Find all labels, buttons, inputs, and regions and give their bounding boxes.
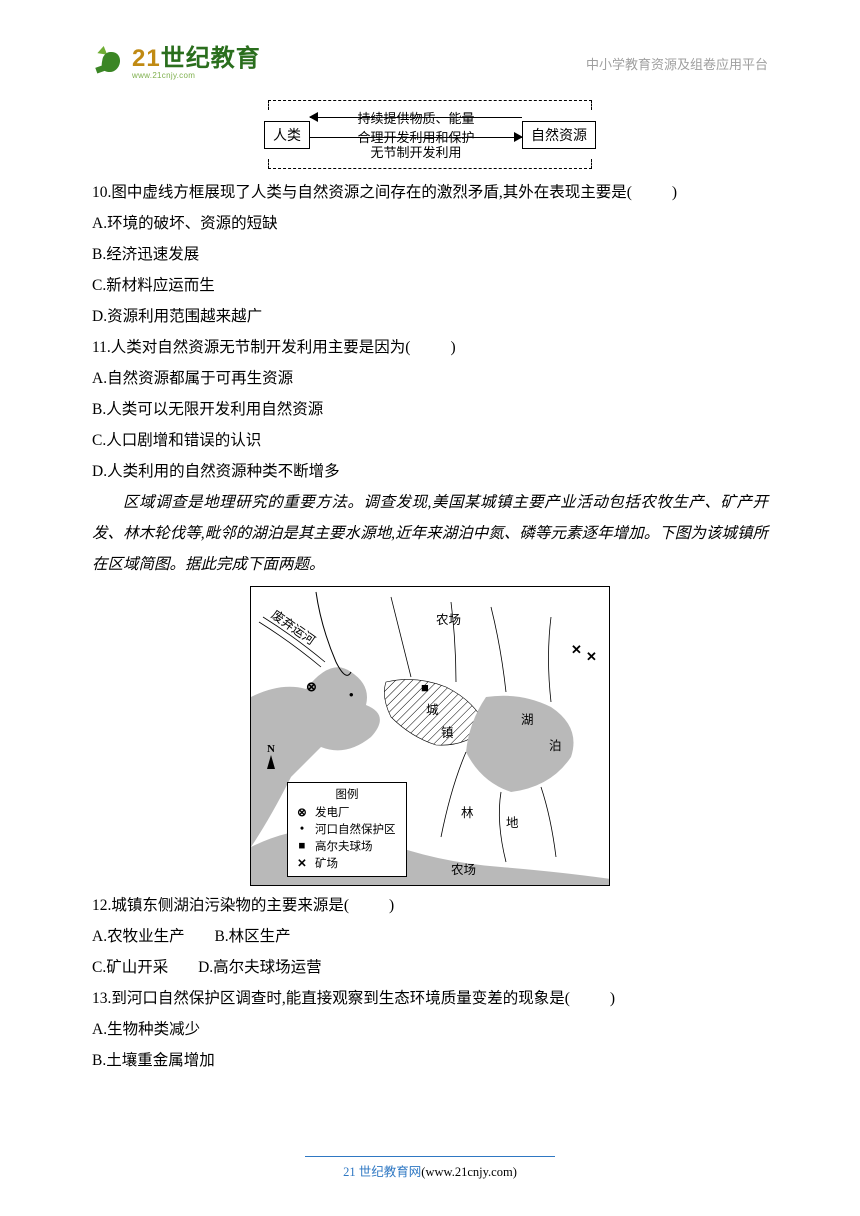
map-label-lake-1: 湖: [521, 709, 534, 728]
page-header: 21世纪教育 www.21cnjy.com 中小学教育资源及组卷应用平台: [92, 46, 768, 80]
map-sym-mine-1: ✕: [571, 642, 582, 658]
map-label-town-1: 城: [426, 699, 439, 718]
logo-cn-2: 教育: [211, 45, 261, 72]
q10-option-d: D.资源利用范围越来越广: [92, 301, 768, 332]
q11-option-c: C.人口剧增和错误的认识: [92, 425, 768, 456]
q11-option-b: B.人类可以无限开发利用自然资源: [92, 394, 768, 425]
logo-runner-icon: [92, 46, 128, 80]
q12-option-a: A.农牧业生产: [92, 928, 185, 945]
q13-option-b: B.土壤重金属增加: [92, 1045, 768, 1076]
map-sym-golf: ■: [421, 680, 429, 696]
map-sym-plant: ⊗: [306, 679, 317, 695]
question-12-stem: 12.城镇东侧湖泊污染物的主要来源是(): [92, 890, 768, 921]
diagram-label-bot: 无节制开发利用: [370, 142, 461, 161]
question-11-stem: 11.人类对自然资源无节制开发利用主要是因为(): [92, 332, 768, 363]
resource-diagram: 人类 持续提供物质、能量 合理开发利用和保护 无节制开发利用 自然资源: [264, 100, 596, 169]
page-footer: 21 世纪教育网(www.21cnjy.com): [0, 1156, 860, 1180]
q10-option-c: C.新材料应运而生: [92, 270, 768, 301]
q12-option-b: B.林区生产: [214, 928, 290, 945]
map-legend: 图例 ⊗发电厂 •河口自然保护区 ■高尔夫球场 ✕矿场: [287, 782, 407, 877]
legend-row: ✕矿场: [293, 855, 401, 871]
map-label-forest-2: 地: [506, 812, 519, 831]
map-label-forest-1: 林: [461, 802, 474, 821]
map-label-farm-s: 农场: [451, 859, 476, 878]
map-label-farm-n: 农场: [436, 609, 461, 628]
q10-option-b: B.经济迅速发展: [92, 239, 768, 270]
logo-cn-1: 世纪: [161, 45, 211, 72]
logo-text: 21世纪教育 www.21cnjy.com: [132, 47, 261, 80]
q10-option-a: A.环境的破坏、资源的短缺: [92, 208, 768, 239]
q12-option-d: D.高尔夫球场运营: [198, 959, 322, 976]
site-logo: 21世纪教育 www.21cnjy.com: [92, 46, 261, 80]
q11-option-a: A.自然资源都属于可再生资源: [92, 363, 768, 394]
north-arrow-icon: N: [267, 743, 275, 769]
question-13-stem: 13.到河口自然保护区调查时,能直接观察到生态环境质量变差的现象是(): [92, 983, 768, 1014]
q12-option-c: C.矿山开采: [92, 959, 168, 976]
map-sym-reserve: •: [349, 687, 354, 703]
legend-row: ⊗发电厂: [293, 804, 401, 820]
q12-options-row-1: A.农牧业生产 B.林区生产: [92, 921, 768, 952]
map-label-town-2: 镇: [441, 722, 454, 741]
logo-accent: 21: [132, 45, 161, 72]
page-body: 人类 持续提供物质、能量 合理开发利用和保护 无节制开发利用 自然资源 10.图…: [92, 100, 768, 1136]
map-label-lake-2: 泊: [549, 735, 562, 754]
diagram-box-resource: 自然资源: [522, 121, 596, 149]
diagram-box-human: 人类: [264, 121, 310, 149]
q13-option-a: A.生物种类减少: [92, 1014, 768, 1045]
legend-row: •河口自然保护区: [293, 821, 401, 837]
footer-brand: 21 世纪教育网: [343, 1165, 421, 1179]
legend-title: 图例: [293, 786, 401, 802]
passage-2: 区域调查是地理研究的重要方法。调查发现,美国某城镇主要产业活动包括农牧生产、矿产…: [92, 487, 768, 580]
region-map: 废弃运河 农场 城 镇 湖 泊 林 地 农场 ⊗ • ■ ✕ ✕ N 图例 ⊗发…: [250, 586, 610, 886]
platform-name: 中小学教育资源及组卷应用平台: [586, 54, 768, 73]
question-10-stem: 10.图中虚线方框展现了人类与自然资源之间存在的激烈矛盾,其外在表现主要是(): [92, 177, 768, 208]
footer-url: (www.21cnjy.com): [421, 1165, 517, 1179]
logo-url: www.21cnjy.com: [132, 72, 261, 80]
q12-options-row-2: C.矿山开采 D.高尔夫球场运营: [92, 952, 768, 983]
map-sym-mine-2: ✕: [586, 649, 597, 665]
q11-option-d: D.人类利用的自然资源种类不断增多: [92, 456, 768, 487]
legend-row: ■高尔夫球场: [293, 838, 401, 854]
